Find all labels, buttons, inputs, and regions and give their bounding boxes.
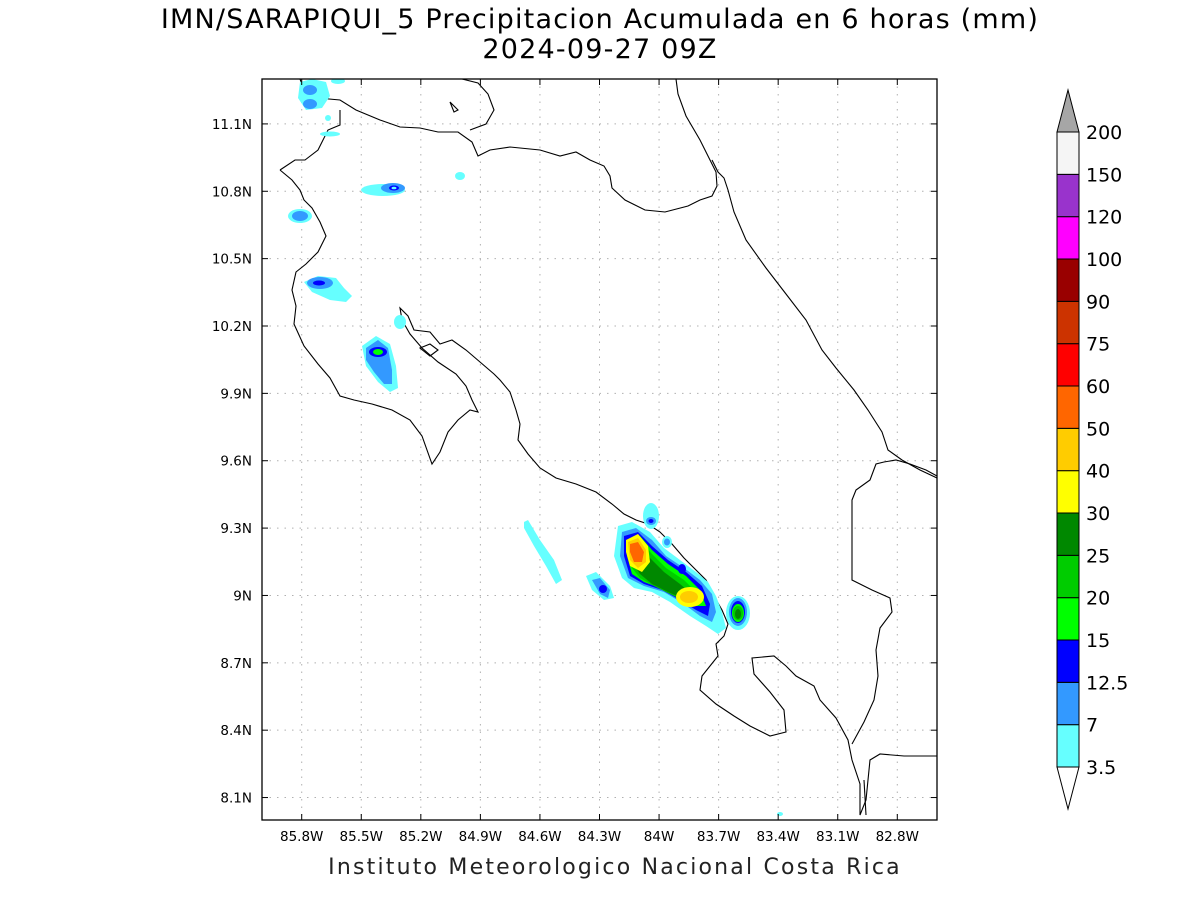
y-tick-label: 10.5N <box>212 252 252 268</box>
x-tick-label: 82.8W <box>876 829 919 845</box>
colorbar-label: 75 <box>1086 334 1110 356</box>
colorbar-segment <box>1056 681 1080 726</box>
footer-credit: Instituto Meteorologico Nacional Costa R… <box>328 855 902 880</box>
colorbar-segment <box>1056 385 1080 429</box>
chart-title: IMN/SARAPIQUI_5 Precipitacion Acumulada … <box>160 4 1040 35</box>
chart-subtitle: 2024-09-27 09Z <box>482 34 718 65</box>
colorbar-high-arrow <box>1056 88 1080 133</box>
axis-ticks: 85.8W 85.5W 85.2W 84.9W 84.6W 84.3W 84W 83.7W 83… <box>212 79 937 845</box>
colorbar-segment <box>1056 258 1080 302</box>
x-tick-label: 83.4W <box>756 829 799 845</box>
colorbar-label: 100 <box>1086 249 1122 271</box>
colorbar-label: 20 <box>1086 588 1110 610</box>
colorbar-segment <box>1056 427 1080 472</box>
colorbar-low-arrow <box>1056 766 1080 811</box>
x-tick-label: 85.8W <box>280 829 323 845</box>
colorbar-segment <box>1056 131 1080 175</box>
colorbar-segment <box>1056 300 1080 345</box>
x-tick-label: 84.3W <box>578 829 621 845</box>
colorbar-label: 12.5 <box>1086 672 1128 694</box>
colorbar-segment <box>1056 470 1080 514</box>
x-tick-label: 84.6W <box>518 829 561 845</box>
colorbar-segment <box>1056 554 1080 599</box>
x-tick-label: 83.7W <box>697 829 740 845</box>
colorbar-label: 150 <box>1086 164 1122 186</box>
precip-fields <box>288 79 783 816</box>
plot-area <box>262 79 937 820</box>
colorbar-segment <box>1056 724 1080 768</box>
colorbar-label: 120 <box>1086 207 1122 229</box>
y-tick-label: 10.2N <box>212 319 252 335</box>
x-tick-label: 83.1W <box>816 829 859 845</box>
x-tick-label: 85.5W <box>340 829 383 845</box>
colorbar-segment <box>1056 639 1080 683</box>
colorbar: 3.5 7 12.5 15 20 25 30 40 50 60 75 90 100 120 150 200 <box>1056 88 1128 811</box>
y-tick-label: 8.4N <box>220 723 252 739</box>
colorbar-label: 60 <box>1086 376 1110 398</box>
y-tick-label: 8.7N <box>220 656 252 672</box>
colorbar-label: 15 <box>1086 630 1110 652</box>
colorbar-segment <box>1056 512 1080 556</box>
colorbar-label: 90 <box>1086 291 1110 313</box>
colorbar-label: 3.5 <box>1086 757 1116 779</box>
colorbar-segment <box>1056 597 1080 641</box>
y-tick-label: 9N <box>233 588 252 604</box>
y-tick-label: 11.1N <box>212 117 252 133</box>
colorbar-segment <box>1056 343 1080 387</box>
y-tick-label: 9.6N <box>220 454 252 470</box>
y-tick-label: 10.8N <box>212 184 252 200</box>
colorbar-label: 200 <box>1086 122 1122 144</box>
colorbar-label: 7 <box>1086 715 1098 737</box>
x-tick-label: 84W <box>644 829 675 845</box>
x-tick-label: 85.2W <box>399 829 442 845</box>
y-tick-label: 9.9N <box>220 386 252 402</box>
y-tick-label: 8.1N <box>220 791 252 807</box>
colorbar-segment <box>1056 173 1080 218</box>
colorbar-segment <box>1056 216 1080 260</box>
coastline <box>279 79 937 816</box>
x-tick-label: 84.9W <box>459 829 502 845</box>
colorbar-label: 40 <box>1086 461 1110 483</box>
colorbar-label: 25 <box>1086 545 1110 567</box>
colorbar-label: 30 <box>1086 503 1110 525</box>
colorbar-label: 50 <box>1086 418 1110 440</box>
y-tick-label: 9.3N <box>220 521 252 537</box>
